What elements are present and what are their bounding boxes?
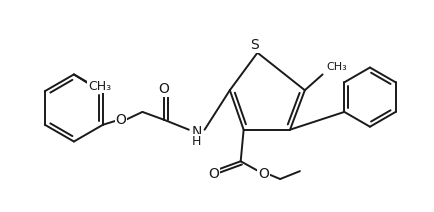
Text: CH₃: CH₃ — [326, 61, 347, 71]
Text: S: S — [250, 38, 259, 52]
Text: CH₃: CH₃ — [88, 80, 111, 93]
Text: N: N — [191, 125, 202, 139]
Text: O: O — [115, 113, 126, 127]
Text: O: O — [258, 167, 269, 181]
Text: H: H — [192, 135, 201, 148]
Text: O: O — [159, 82, 170, 96]
Text: O: O — [209, 167, 220, 181]
